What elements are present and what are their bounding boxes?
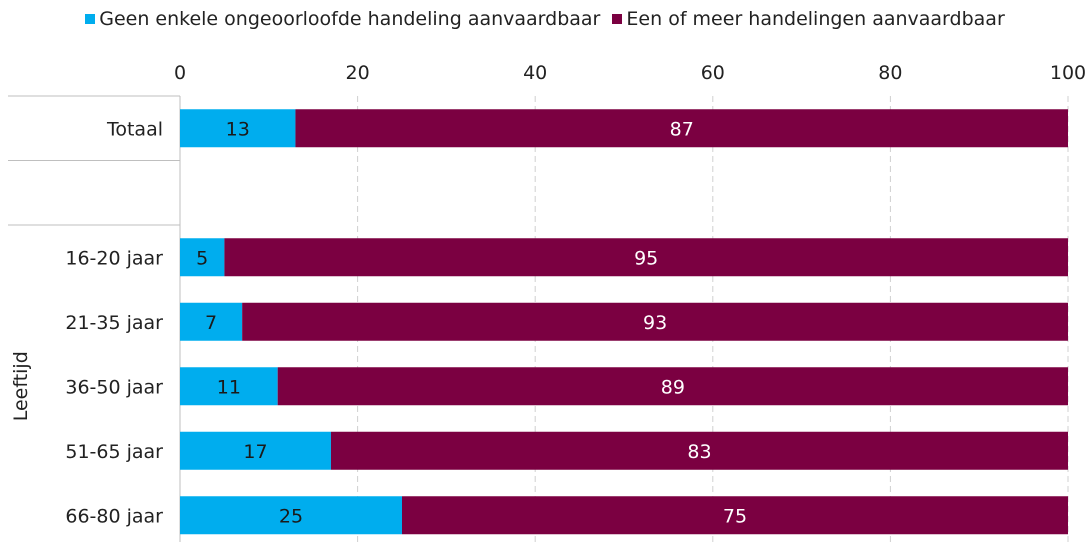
data-label: 5	[196, 247, 208, 269]
bar-segment	[180, 367, 278, 406]
x-tick-label: 100	[1050, 62, 1086, 84]
bar-segment	[242, 302, 1068, 341]
data-label: 83	[687, 441, 711, 463]
legend-item-geen-enkele: Geen enkele ongeoorloofde handeling aanv…	[85, 8, 600, 30]
bar-segment	[277, 367, 1068, 406]
bar-segment	[295, 109, 1068, 148]
bar-segment	[330, 431, 1069, 470]
x-tick-label: 20	[346, 62, 370, 84]
data-label: 17	[243, 441, 267, 463]
x-tick-label: 0	[174, 62, 186, 84]
data-label: 7	[205, 312, 217, 334]
data-label: 13	[226, 118, 250, 140]
legend-swatch-blue	[85, 14, 96, 24]
category-label: 16-20 jaar	[65, 247, 163, 269]
chart-legend: Geen enkele ongeoorloofde handeling aanv…	[0, 8, 1090, 30]
group-label: Leeftijd	[10, 351, 32, 421]
bar-segment	[180, 302, 243, 341]
bar-segment	[224, 238, 1068, 277]
legend-label: Een of meer handelingen aanvaardbaar	[626, 8, 1005, 30]
bar-segment	[180, 238, 225, 277]
data-label: 89	[661, 376, 685, 398]
bar-segment	[402, 496, 1068, 535]
bar-segment	[180, 431, 331, 470]
data-label: 75	[723, 505, 747, 527]
data-label: 95	[634, 247, 658, 269]
legend-swatch-purple	[612, 14, 623, 24]
x-tick-label: 60	[701, 62, 725, 84]
x-tick-label: 40	[523, 62, 547, 84]
category-label: 36-50 jaar	[65, 376, 163, 398]
bar-segment	[180, 109, 296, 148]
data-label: 87	[670, 118, 694, 140]
legend-item-een-of-meer: Een of meer handelingen aanvaardbaar	[612, 8, 1005, 30]
x-tick-label: 80	[878, 62, 902, 84]
category-label: 21-35 jaar	[65, 312, 163, 334]
bar-segment	[180, 496, 402, 535]
category-label: 66-80 jaar	[65, 505, 163, 527]
legend-label: Geen enkele ongeoorloofde handeling aanv…	[99, 8, 601, 30]
data-label: 11	[217, 376, 241, 398]
data-label: 93	[643, 312, 667, 334]
data-label: 25	[279, 505, 303, 527]
category-label: 51-65 jaar	[65, 441, 163, 463]
category-label: Totaal	[106, 118, 163, 140]
